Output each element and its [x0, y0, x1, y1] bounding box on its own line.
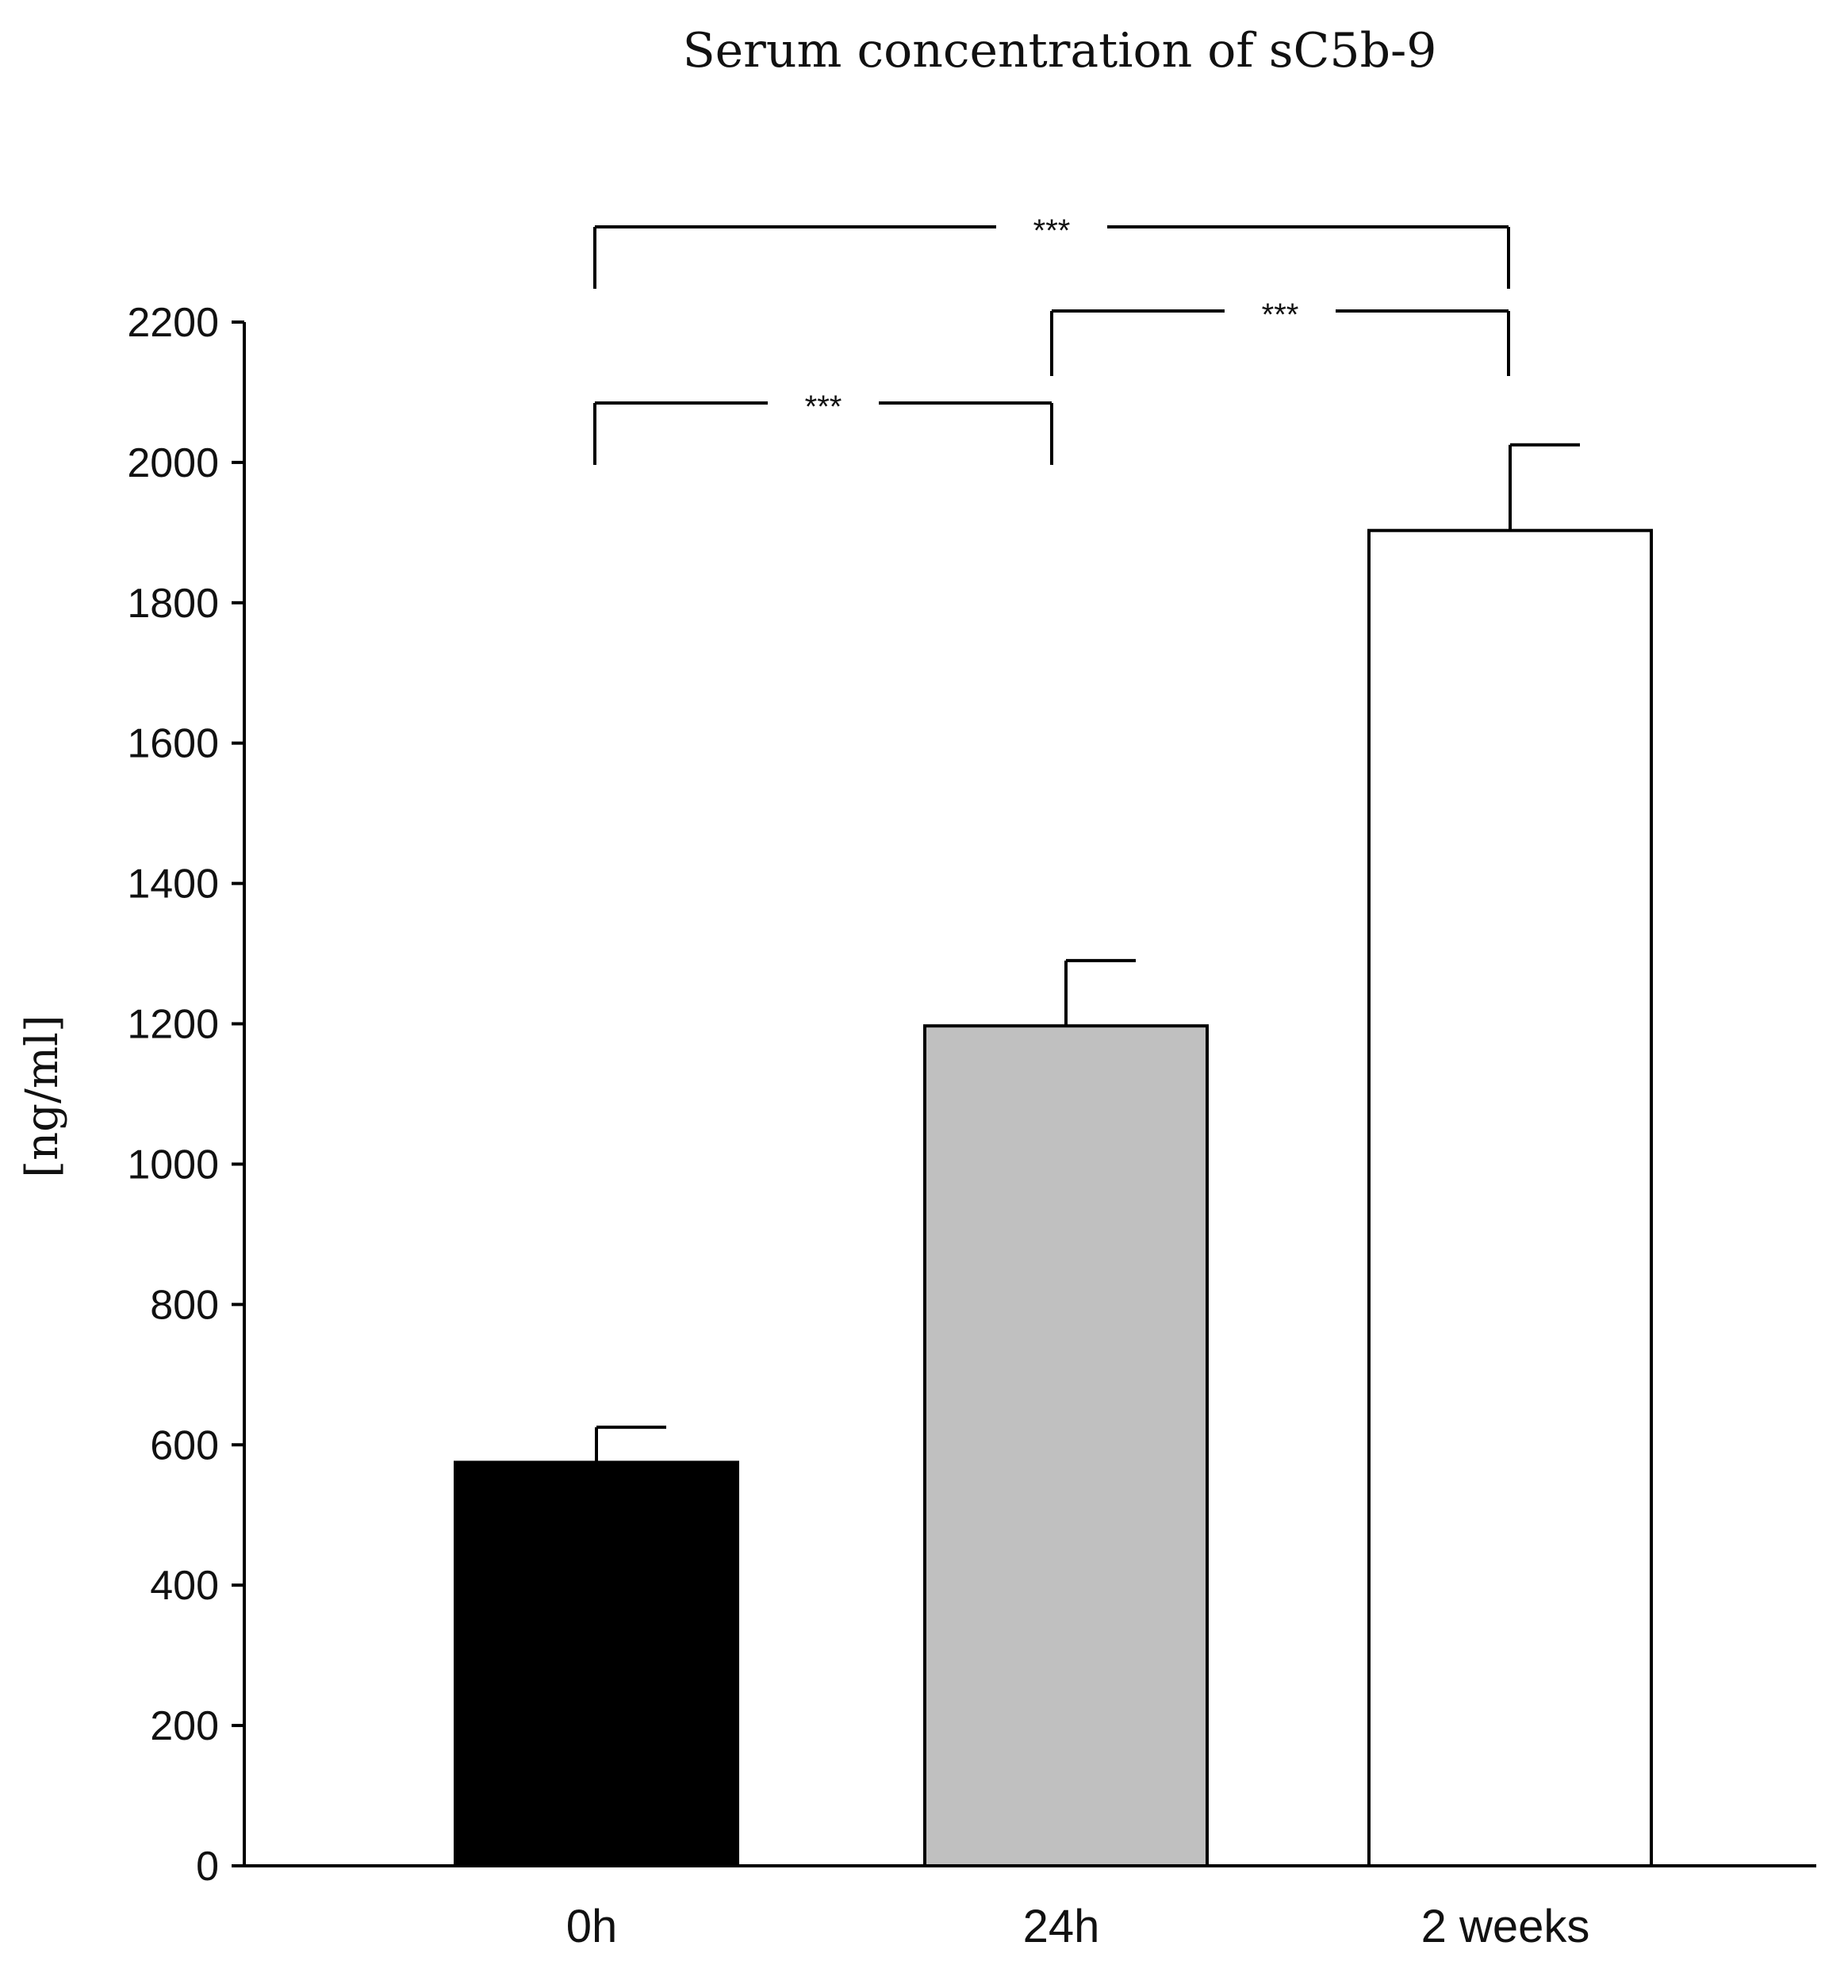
- bar-0: [454, 1460, 739, 1867]
- y-tick-label: 1400: [127, 862, 219, 908]
- y-tick-label: 2000: [127, 440, 219, 486]
- x-category-label: 0h: [566, 1901, 618, 1952]
- y-tick-label: 1200: [127, 1002, 219, 1048]
- x-category-label: 2 weeks: [1421, 1901, 1590, 1952]
- y-tick-label: 1000: [127, 1142, 219, 1188]
- y-tick-label: 600: [150, 1422, 219, 1468]
- y-tick-label: 200: [150, 1703, 219, 1749]
- error-bars-layer: [595, 443, 1580, 1463]
- y-tick-label: 2200: [127, 300, 219, 346]
- bar-2: [1367, 528, 1653, 1868]
- x-category-label: 24h: [1023, 1901, 1100, 1952]
- y-ticks-layer: 0 200 400 600 800 1000 1200 1400 1600 1800 2000 220…: [127, 300, 244, 1890]
- significance-layer: *** *** ***: [593, 213, 1510, 465]
- significance-label: ***: [1262, 297, 1299, 332]
- x-categories-layer: 0h 24h 2 weeks: [566, 1901, 1590, 1952]
- chart-title: Serum concentration of sC5b-9: [683, 23, 1437, 79]
- y-axis-label: [ng/ml]: [17, 1015, 68, 1178]
- y-tick-label: 1600: [127, 721, 219, 767]
- y-tick-label: 400: [150, 1563, 219, 1609]
- y-tick-label: 0: [196, 1844, 219, 1890]
- significance-label: ***: [1033, 213, 1071, 248]
- significance-label: ***: [805, 390, 842, 424]
- y-tick-label: 800: [150, 1282, 219, 1328]
- axes-layer: [243, 322, 1816, 1867]
- bar-1: [923, 1024, 1209, 1867]
- y-tick-label: 1800: [127, 581, 219, 627]
- bars-layer: [454, 528, 1653, 1868]
